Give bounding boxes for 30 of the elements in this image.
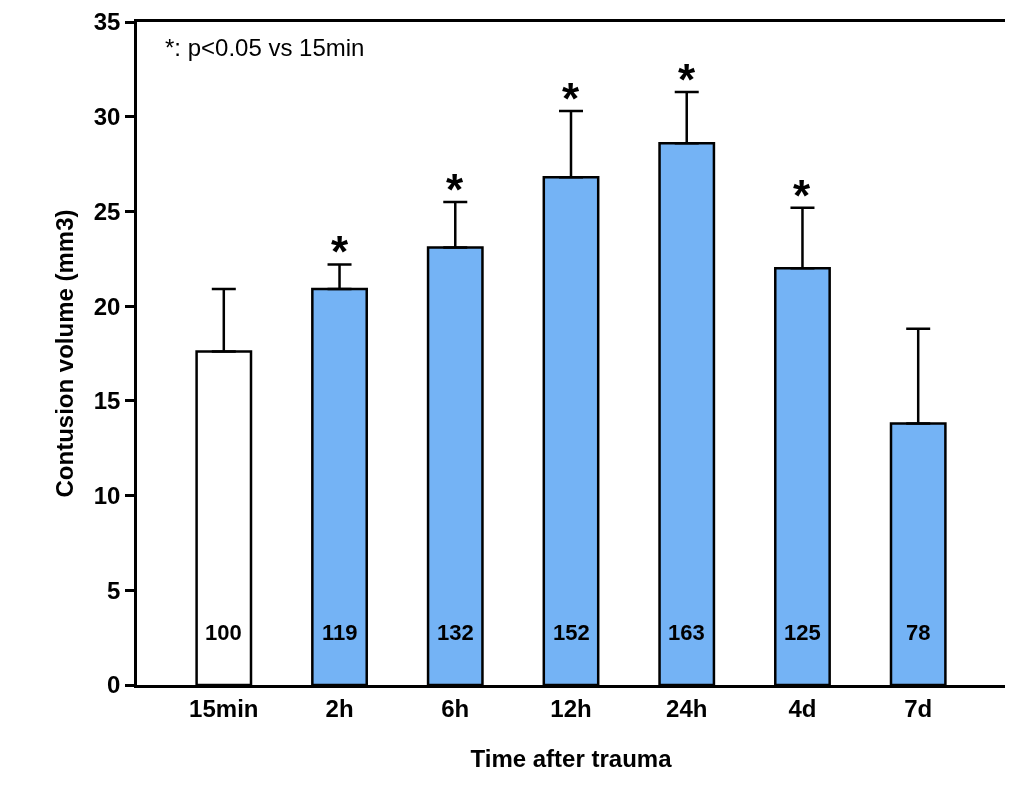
y-tick-label: 10 xyxy=(93,481,121,509)
annotation: 125 xyxy=(784,620,821,645)
annotation: 119 xyxy=(322,620,358,645)
x-tick-label: 15min xyxy=(189,694,259,722)
y-tick-label: 25 xyxy=(93,197,121,225)
x-tick-label: 4d xyxy=(788,694,817,722)
y-tick-label: 5 xyxy=(107,576,121,604)
y-tick-label: 20 xyxy=(93,292,121,320)
y-tick-label: 0 xyxy=(107,671,121,699)
x-axis-title: Time after trauma xyxy=(470,744,673,772)
annotation: 100 xyxy=(205,620,242,645)
annotation: * xyxy=(562,74,580,123)
annotation: * xyxy=(446,165,464,214)
y-tick-label: 35 xyxy=(93,8,121,36)
x-tick-label: 12h xyxy=(550,694,592,722)
x-tick-label: 6h xyxy=(441,694,470,722)
annotation: * xyxy=(331,227,349,276)
y-axis-title: Contusion volume (mm3) xyxy=(50,209,78,498)
annotation: 132 xyxy=(437,620,474,645)
y-tick-label: 15 xyxy=(93,387,121,415)
y-tick-label: 30 xyxy=(93,103,121,131)
annotation: * xyxy=(793,171,811,220)
annotation: *: p<0.05 vs 15min xyxy=(165,34,365,61)
annotation: 152 xyxy=(553,620,590,645)
annotation: 78 xyxy=(906,620,931,645)
x-tick-label: 2h xyxy=(325,694,354,722)
annotation: * xyxy=(678,55,696,104)
annotation: 163 xyxy=(668,620,705,645)
x-tick-label: 24h xyxy=(666,694,708,722)
x-tick-label: 7d xyxy=(904,694,933,722)
